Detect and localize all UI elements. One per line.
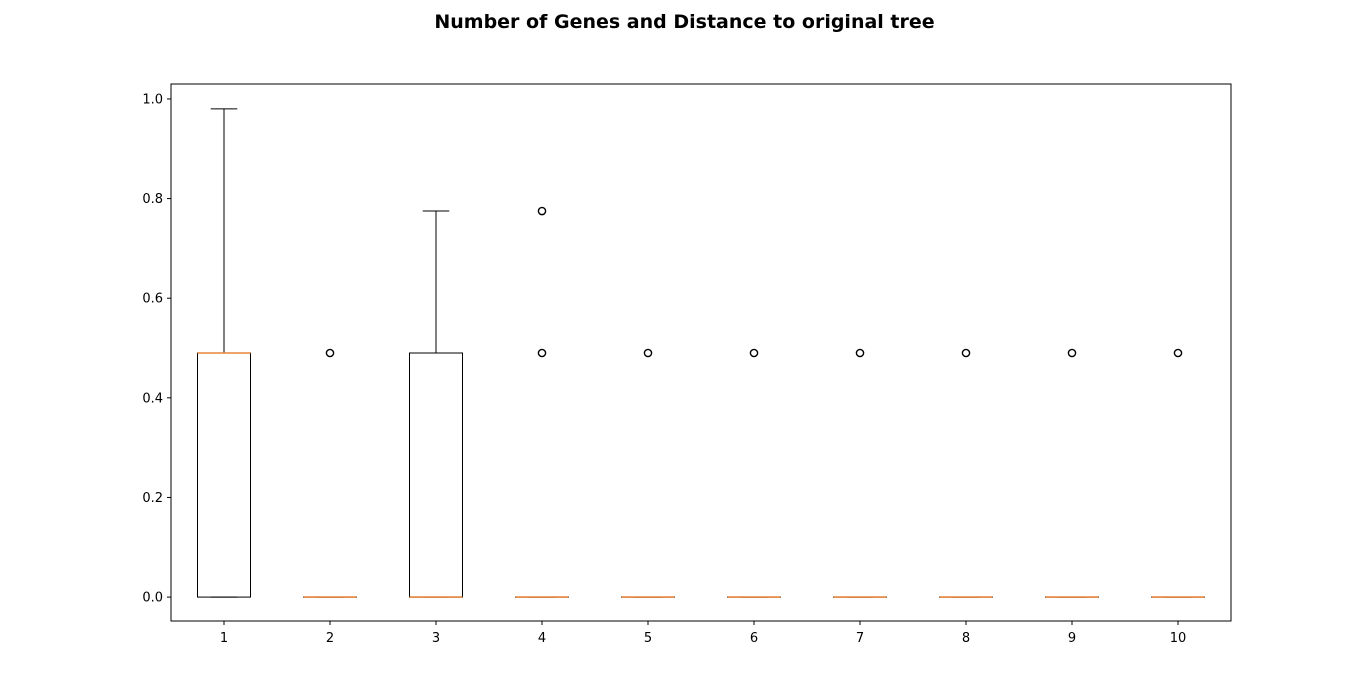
x-tick-label: 7 <box>856 631 864 646</box>
y-tick-label: 0.6 <box>142 292 163 307</box>
x-tick-label: 4 <box>538 631 546 646</box>
y-tick-label: 0.4 <box>142 391 163 406</box>
y-tick-label: 0.2 <box>142 491 163 506</box>
x-tick-label: 3 <box>432 631 440 646</box>
x-tick-label: 9 <box>1068 631 1076 646</box>
y-tick-label: 0.8 <box>142 192 163 207</box>
x-tick-label: 8 <box>962 631 970 646</box>
y-tick-label: 0.0 <box>142 591 163 606</box>
outlier-point <box>537 206 547 216</box>
box <box>409 352 463 598</box>
x-tick-label: 2 <box>326 631 334 646</box>
x-tick-label: 6 <box>750 631 758 646</box>
box <box>197 352 251 598</box>
outlier-point <box>1173 348 1183 358</box>
y-tick-label: 1.0 <box>142 92 163 107</box>
x-tick-label: 10 <box>1170 631 1187 646</box>
outlier-point <box>961 348 971 358</box>
axes-frame <box>170 83 1232 622</box>
x-tick-label: 5 <box>644 631 652 646</box>
outlier-point <box>855 348 865 358</box>
chart-title: Number of Genes and Distance to original… <box>434 11 935 33</box>
outlier-point <box>749 348 759 358</box>
outlier-point <box>1067 348 1077 358</box>
outlier-point <box>325 348 335 358</box>
outlier-point <box>537 348 547 358</box>
outlier-point <box>643 348 653 358</box>
x-tick-label: 1 <box>220 631 228 646</box>
